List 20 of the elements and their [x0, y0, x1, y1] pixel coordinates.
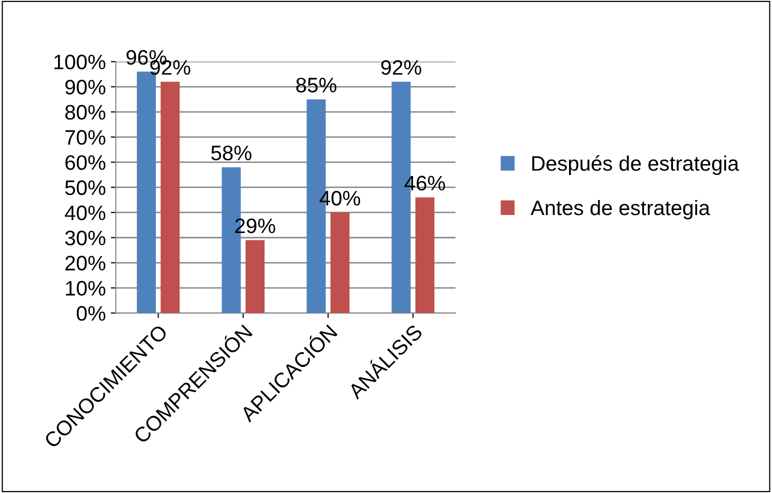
y-tick-label: 60% [65, 155, 106, 170]
bar [330, 212, 350, 314]
y-tick-label: 10% [66, 280, 106, 296]
y-tick-label: 0% [76, 306, 106, 321]
y-tick-label: 100% [54, 54, 106, 70]
y-tick-label: 90% [65, 80, 106, 95]
bar [160, 82, 180, 314]
data-label: 58% [211, 146, 252, 160]
data-label: 92% [381, 60, 422, 75]
y-tick-label: 80% [65, 104, 106, 120]
y-tick-label: 20% [65, 256, 106, 271]
data-label: 85% [296, 78, 336, 92]
y-tick-label: 30% [65, 230, 106, 246]
y-tick-label: 70% [65, 130, 106, 145]
legend-label: Después de estrategia [532, 155, 740, 175]
legend-label: Antes de estrategia [530, 200, 710, 220]
y-tick-label: 40% [64, 205, 106, 220]
bar [415, 197, 434, 314]
bar [246, 240, 265, 314]
y-tick-label: 50% [65, 180, 106, 196]
